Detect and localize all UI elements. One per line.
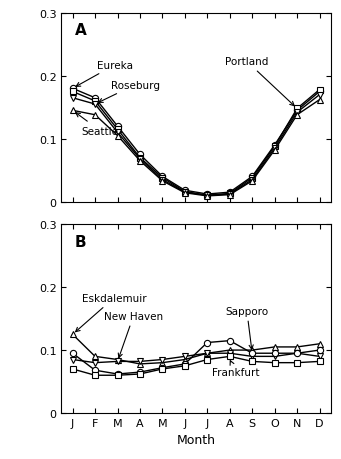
Text: New Haven: New Haven — [104, 311, 163, 358]
X-axis label: Month: Month — [177, 433, 216, 447]
Text: Seattle: Seattle — [76, 113, 119, 136]
Text: B: B — [75, 234, 87, 249]
Text: Eskdalemuir: Eskdalemuir — [76, 293, 146, 332]
Text: Roseburg: Roseburg — [99, 80, 160, 103]
Text: Sapporo: Sapporo — [225, 306, 268, 349]
Text: Frankfurt: Frankfurt — [212, 361, 259, 377]
Text: Eureka: Eureka — [76, 61, 133, 87]
Text: A: A — [75, 23, 87, 38]
Text: Portland: Portland — [225, 57, 294, 106]
